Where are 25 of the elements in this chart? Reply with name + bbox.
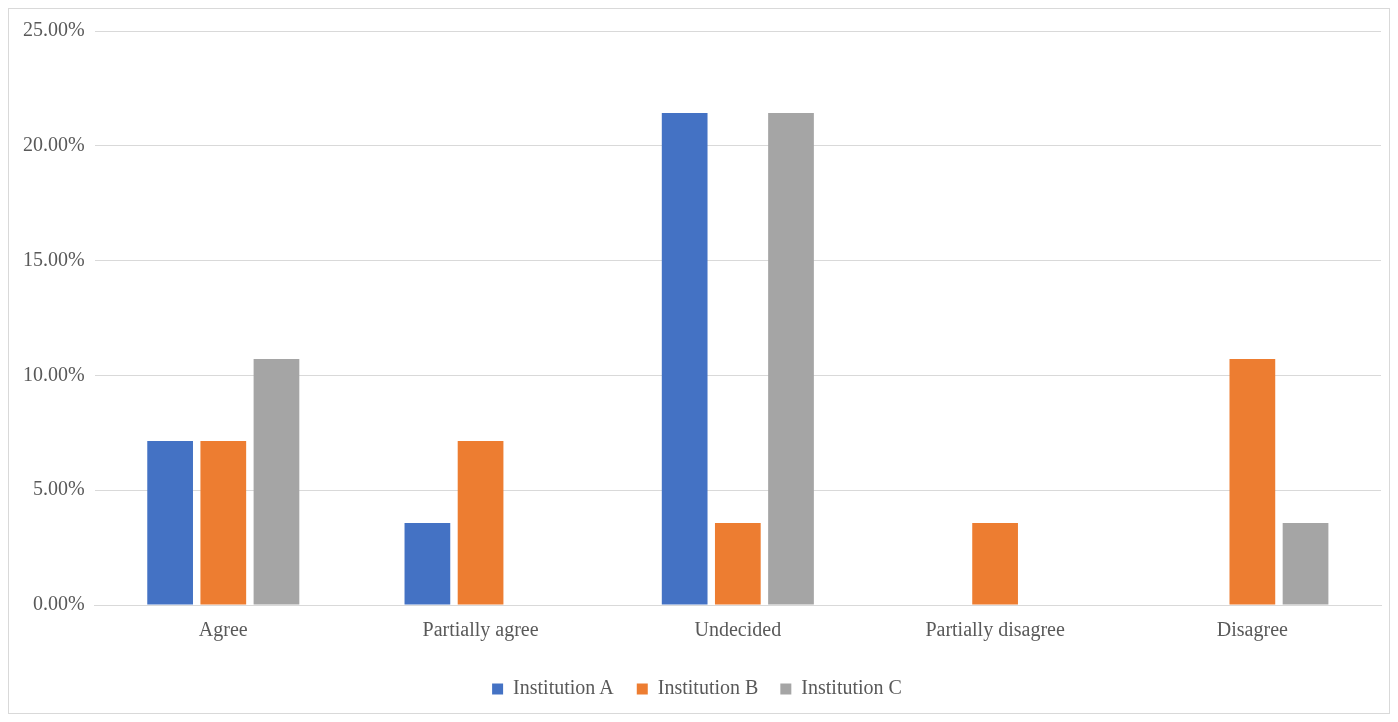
y-tick-label: 10.00% [22,362,85,385]
x-tick-label: Disagree [1216,618,1289,642]
y-tick-label: 5.00% [32,477,85,500]
x-tick-label: Undecided [694,618,782,641]
bar [1229,359,1276,605]
x-tick-label: Agree [198,618,248,642]
x-tick-label: Partially agree [422,618,539,642]
y-tick-label: 20.00% [22,133,85,156]
y-tick-label: 15.00% [22,247,85,270]
legend-label: Institution C [801,676,902,699]
bar [768,112,814,605]
bar [253,359,300,605]
bar [972,523,1018,605]
y-tick-label: 0.00% [32,592,85,615]
bar [457,441,504,605]
legend-label: Institution B [657,676,759,699]
bar [147,441,193,605]
bar [714,523,761,605]
y-tick-label: 25.00% [22,18,85,41]
bar [200,441,247,605]
bar [1282,523,1329,605]
bar [661,112,708,605]
legend-label: Institution A [513,676,615,699]
x-tick-label: Partially disagree [925,618,1065,642]
bar [404,523,451,605]
